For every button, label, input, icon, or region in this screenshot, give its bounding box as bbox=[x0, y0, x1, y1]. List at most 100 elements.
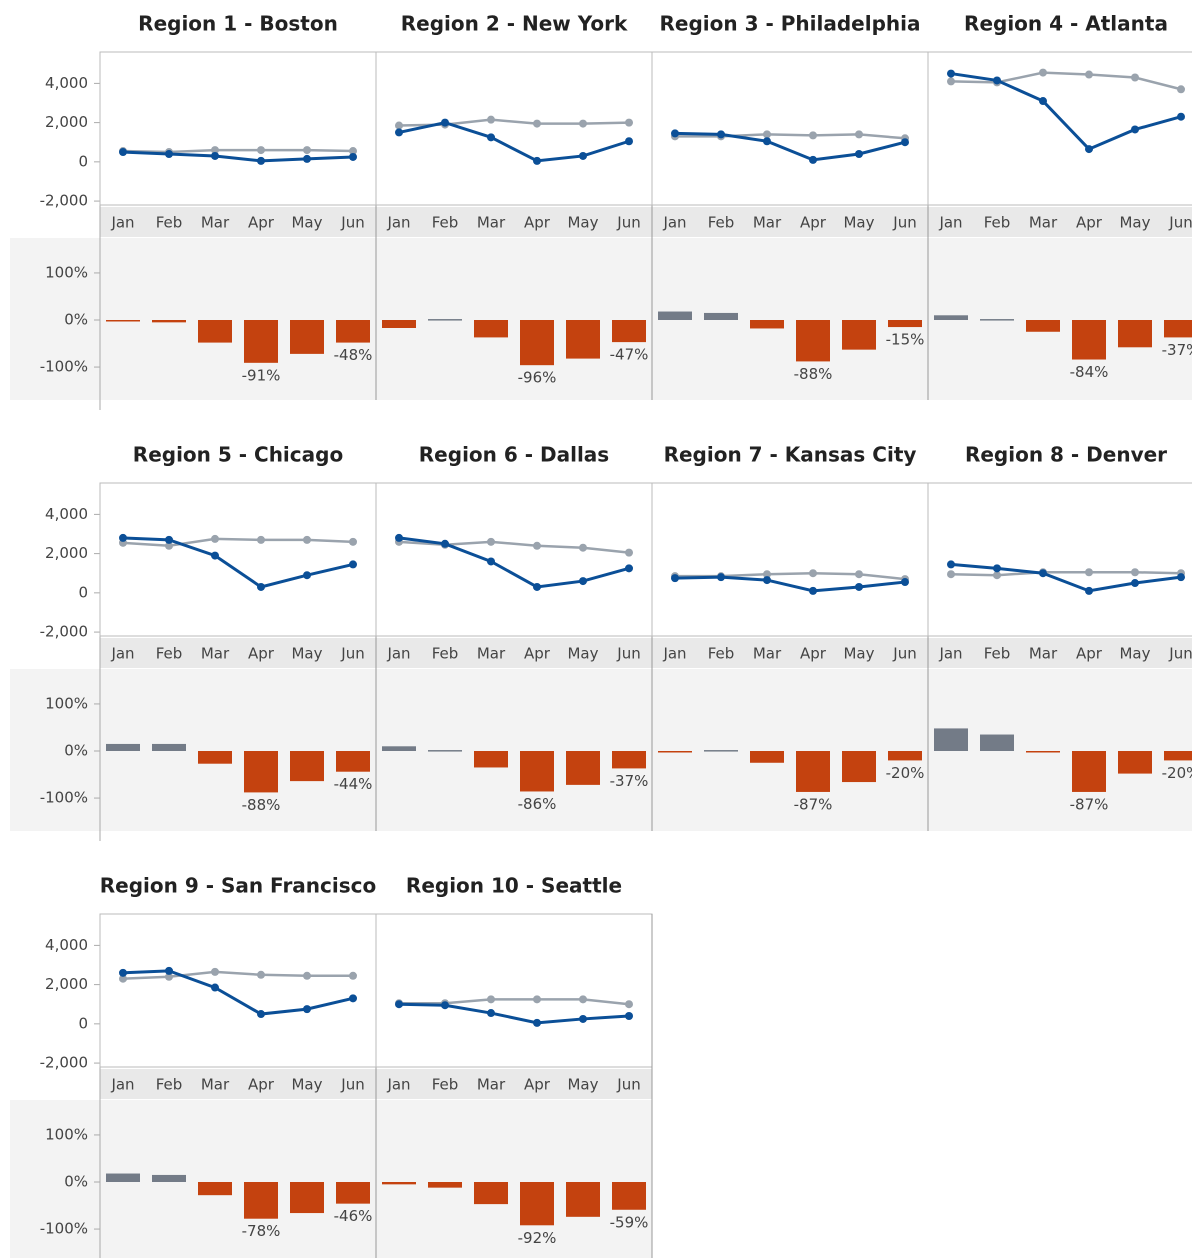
point bbox=[303, 1005, 311, 1014]
value-label: -87% bbox=[794, 795, 833, 813]
x-tick-label: May bbox=[567, 214, 598, 232]
point bbox=[671, 574, 679, 583]
value-label: -86% bbox=[518, 795, 557, 813]
y-tick-label: 100% bbox=[45, 263, 88, 281]
value-label: -88% bbox=[242, 796, 281, 814]
point bbox=[579, 119, 587, 128]
x-tick-label: Jun bbox=[340, 1076, 364, 1094]
point bbox=[993, 76, 1001, 85]
x-tick-label: May bbox=[291, 1076, 322, 1094]
y-tick-label: 0 bbox=[78, 152, 88, 170]
line-panel bbox=[927, 482, 1192, 637]
point bbox=[579, 543, 587, 552]
bar bbox=[658, 751, 692, 753]
bar bbox=[704, 750, 738, 752]
point bbox=[303, 154, 311, 163]
bar bbox=[612, 751, 646, 769]
value-label: -20% bbox=[1162, 764, 1192, 782]
bar-area-bg bbox=[10, 669, 1192, 831]
point bbox=[1131, 125, 1139, 134]
value-label: -59% bbox=[610, 1213, 649, 1231]
y-tick-label: 0% bbox=[64, 742, 88, 760]
x-tick-label: Apr bbox=[524, 645, 551, 663]
x-tick-label: Feb bbox=[156, 645, 183, 663]
month-strip bbox=[100, 638, 1192, 668]
point bbox=[211, 146, 219, 155]
point bbox=[211, 983, 219, 992]
series-line bbox=[674, 575, 906, 593]
point bbox=[625, 1000, 633, 1009]
value-label: -37% bbox=[1162, 341, 1192, 359]
y-tick-label: 0% bbox=[64, 311, 88, 329]
series-line bbox=[122, 969, 354, 1016]
y-tick-label: 100% bbox=[45, 694, 88, 712]
point bbox=[625, 118, 633, 127]
point bbox=[947, 570, 955, 579]
x-tick-label: Jun bbox=[892, 645, 916, 663]
bar bbox=[980, 734, 1014, 751]
series-line bbox=[122, 536, 354, 589]
point bbox=[1131, 568, 1139, 577]
bar bbox=[1164, 320, 1192, 338]
bar bbox=[382, 746, 416, 751]
point bbox=[809, 569, 817, 578]
point bbox=[533, 995, 541, 1004]
point bbox=[487, 1009, 495, 1018]
point bbox=[533, 156, 541, 165]
x-tick-label: Apr bbox=[248, 1076, 275, 1094]
x-tick-label: Jan bbox=[110, 214, 134, 232]
bar bbox=[1072, 320, 1106, 360]
bar bbox=[566, 751, 600, 785]
point bbox=[119, 974, 127, 983]
line-panel bbox=[375, 913, 653, 1068]
point bbox=[211, 967, 219, 976]
point bbox=[303, 971, 311, 980]
point bbox=[119, 533, 127, 542]
point bbox=[165, 966, 173, 975]
x-tick-label: Jan bbox=[662, 214, 686, 232]
bar bbox=[566, 1182, 600, 1217]
series-line bbox=[950, 571, 1182, 577]
title: Region 10 - Seattle bbox=[406, 874, 622, 898]
y-tick-label: 4,000 bbox=[45, 936, 88, 954]
bar bbox=[520, 751, 554, 792]
bar bbox=[428, 750, 462, 752]
x-tick-label: Mar bbox=[1029, 214, 1058, 232]
bar bbox=[796, 751, 830, 792]
series-line bbox=[398, 121, 630, 163]
point bbox=[763, 576, 771, 585]
point bbox=[533, 1018, 541, 1027]
bar bbox=[382, 1182, 416, 1185]
point bbox=[1085, 70, 1093, 79]
point bbox=[533, 541, 541, 550]
series-line bbox=[675, 133, 906, 140]
bar bbox=[152, 743, 186, 751]
x-tick-label: Jan bbox=[110, 1076, 134, 1094]
series-line bbox=[122, 150, 354, 163]
bar bbox=[428, 1182, 462, 1188]
x-tick-label: Jan bbox=[386, 1076, 410, 1094]
point bbox=[625, 137, 633, 146]
y-tick-label: 4,000 bbox=[45, 74, 88, 92]
point bbox=[625, 548, 633, 557]
point bbox=[809, 586, 817, 595]
line-panel bbox=[99, 482, 377, 637]
bar bbox=[1026, 320, 1060, 332]
bar bbox=[1164, 751, 1192, 761]
line-panel bbox=[651, 482, 929, 637]
point bbox=[257, 582, 265, 591]
bar bbox=[750, 751, 784, 763]
series-line bbox=[950, 562, 1182, 593]
x-tick-label: Mar bbox=[201, 214, 230, 232]
point bbox=[1131, 579, 1139, 588]
x-tick-label: Jun bbox=[892, 214, 916, 232]
x-tick-label: Apr bbox=[1076, 214, 1103, 232]
point bbox=[763, 137, 771, 146]
point bbox=[119, 968, 127, 977]
point bbox=[119, 148, 127, 157]
x-tick-label: Mar bbox=[1029, 645, 1058, 663]
series-line bbox=[950, 71, 1182, 91]
point bbox=[1085, 586, 1093, 595]
bar bbox=[520, 1182, 554, 1226]
